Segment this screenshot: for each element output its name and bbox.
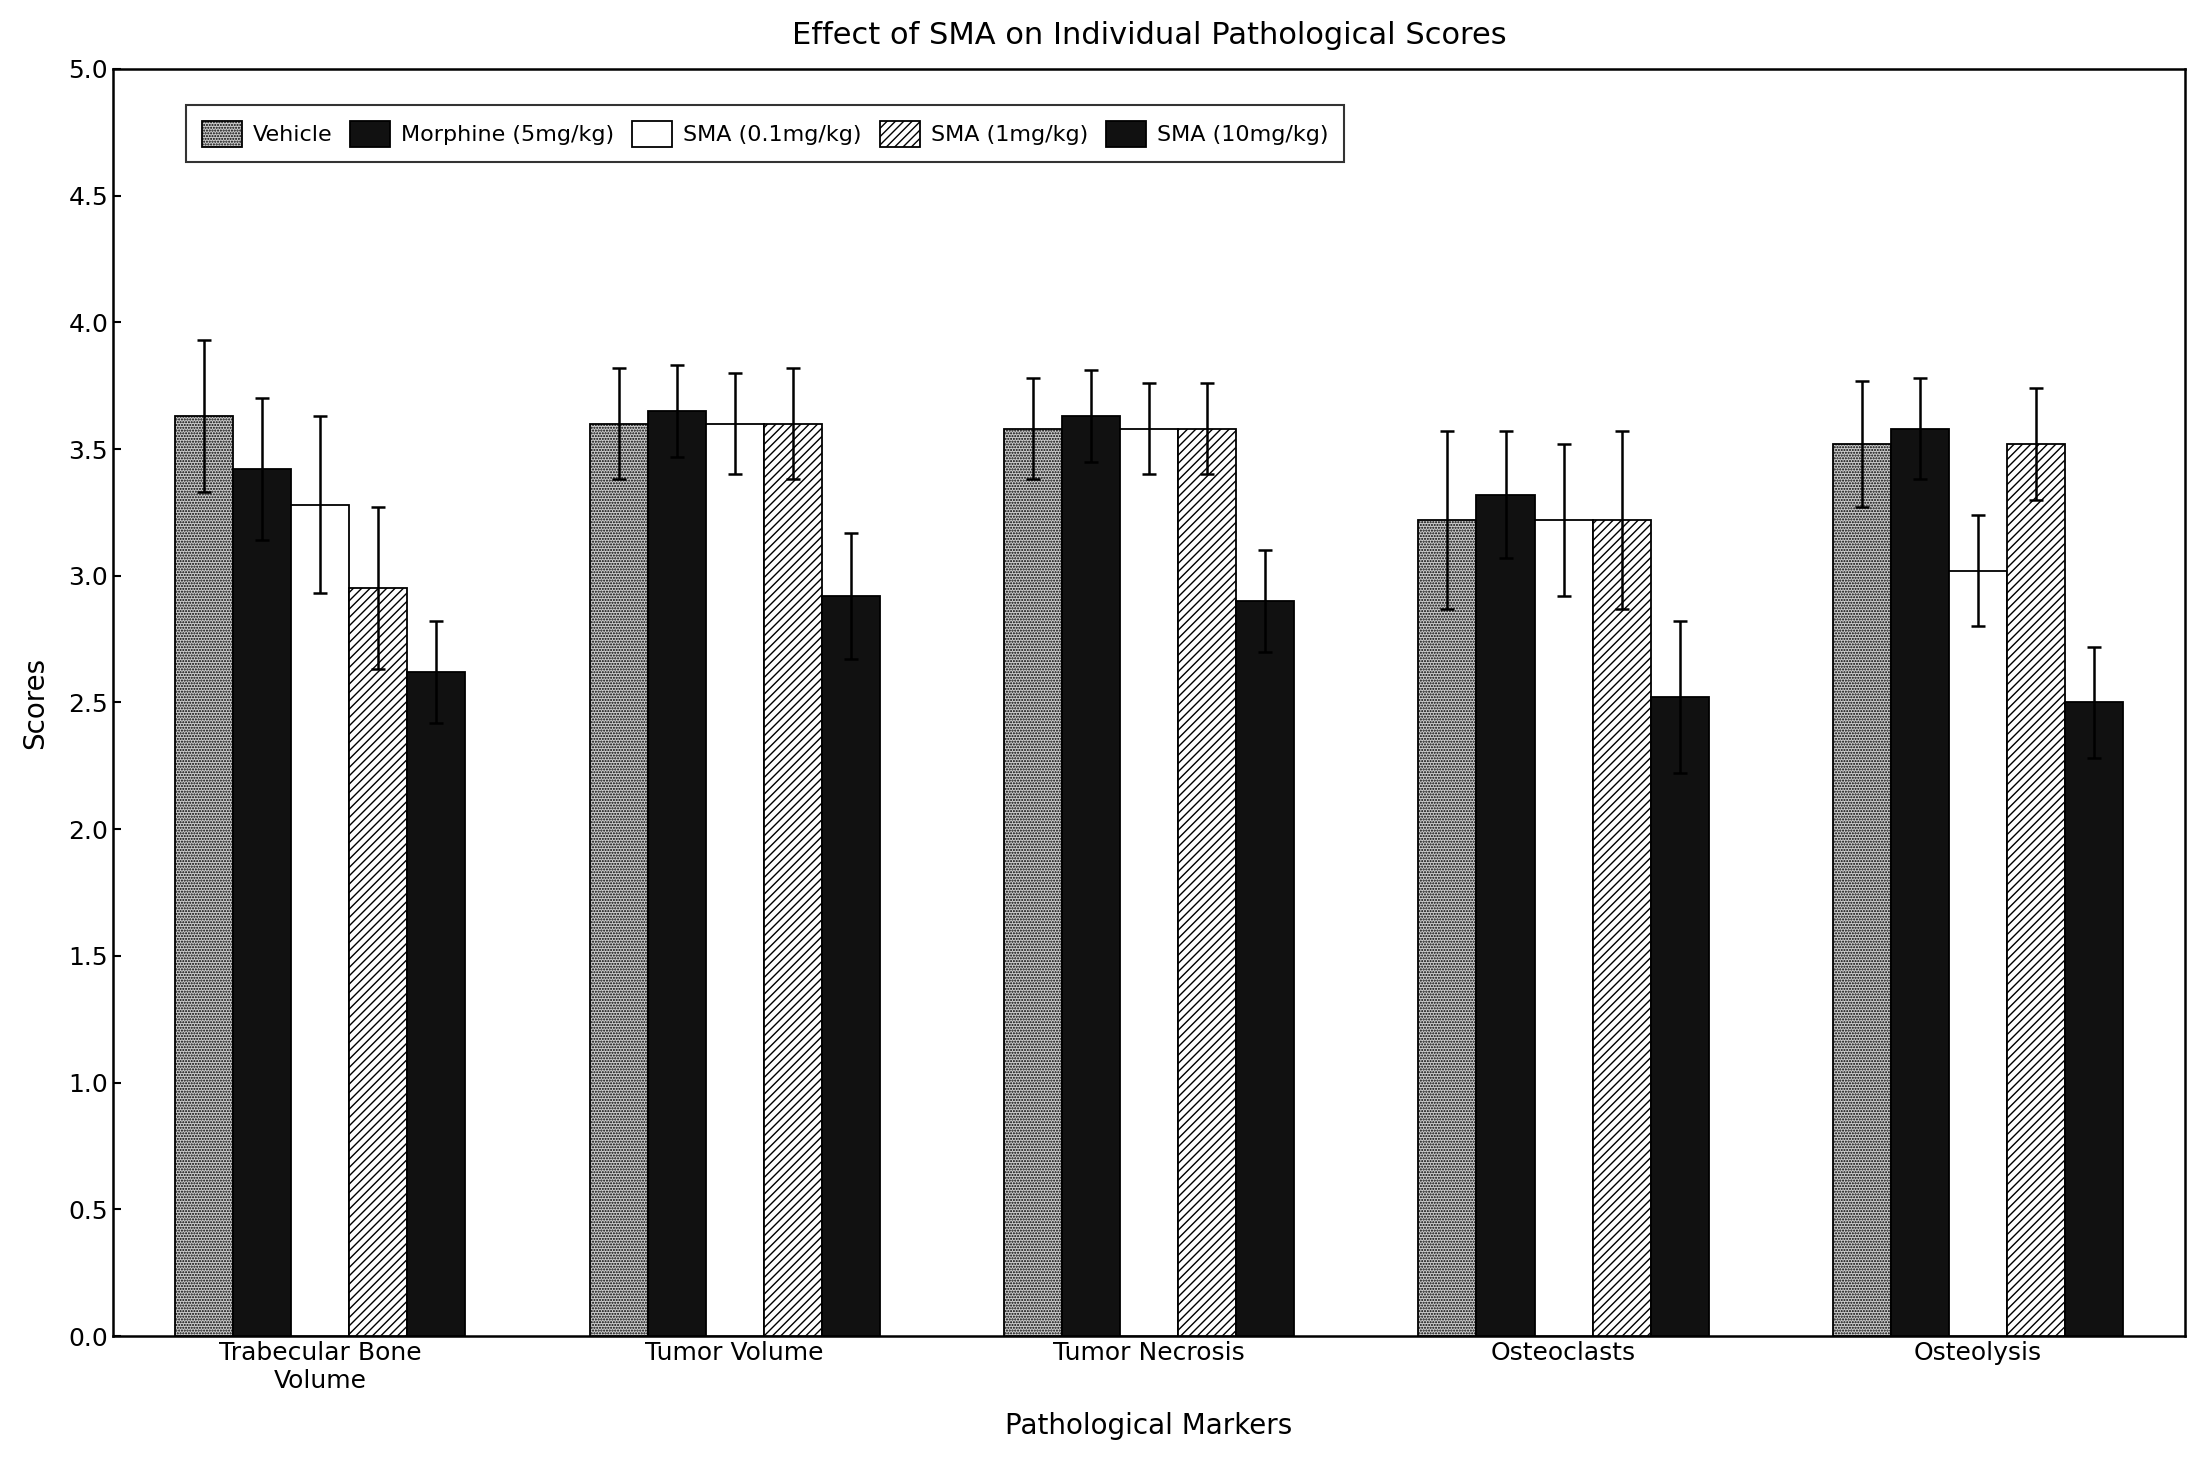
Bar [408, 672, 465, 1335]
Bar [2065, 703, 2122, 1335]
Legend: Vehicle, Morphine (5mg/kg), SMA (0.1mg/kg), SMA (1mg/kg), SMA (10mg/kg): Vehicle, Morphine (5mg/kg), SMA (0.1mg/k… [185, 105, 1343, 162]
Title: Effect of SMA on Individual Pathological Scores: Effect of SMA on Individual Pathological… [792, 20, 1507, 50]
Bar [1535, 520, 1593, 1335]
Bar [174, 416, 234, 1335]
Bar [1833, 444, 1891, 1335]
Bar [1948, 571, 2007, 1335]
Bar [1418, 520, 1476, 1335]
Bar [1650, 697, 1710, 1335]
Bar [649, 411, 706, 1335]
Bar [1004, 428, 1061, 1335]
Bar [1178, 428, 1235, 1335]
Bar [2007, 444, 2065, 1335]
X-axis label: Pathological Markers: Pathological Markers [1006, 1413, 1293, 1441]
Bar [821, 596, 880, 1335]
Bar [1891, 428, 1948, 1335]
Bar [763, 424, 821, 1335]
Bar [1235, 600, 1295, 1335]
Bar [706, 424, 763, 1335]
Bar [589, 424, 649, 1335]
Y-axis label: Scores: Scores [20, 656, 49, 748]
Bar [1061, 416, 1121, 1335]
Bar [349, 589, 408, 1335]
Bar [1121, 428, 1178, 1335]
Bar [1593, 520, 1650, 1335]
Bar [291, 504, 349, 1335]
Bar [234, 469, 291, 1335]
Bar [1476, 495, 1535, 1335]
